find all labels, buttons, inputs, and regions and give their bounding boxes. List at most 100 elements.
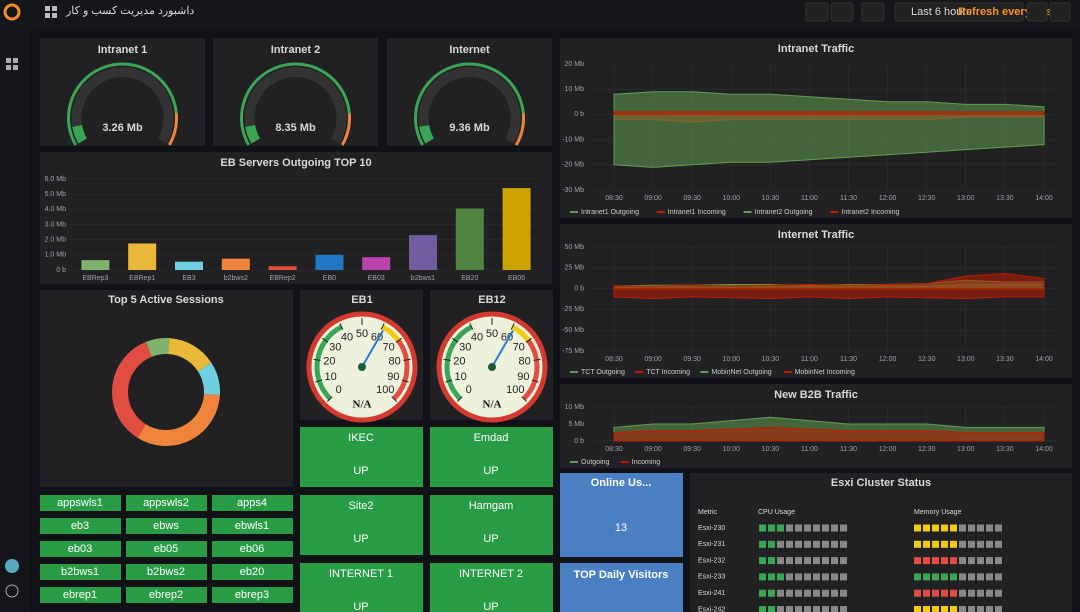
share-button[interactable] — [830, 2, 854, 22]
star-button[interactable] — [805, 2, 829, 22]
host-status — [212, 541, 293, 557]
dial-tick — [525, 337, 532, 343]
host-name: ebrep3 — [235, 589, 269, 601]
y-tick-label: 0 b — [574, 285, 584, 292]
x-tick-label: 13:00 — [957, 356, 975, 363]
user-avatar[interactable] — [5, 559, 19, 573]
status-panel — [300, 495, 423, 555]
dial-band — [391, 339, 410, 401]
panel — [560, 224, 1072, 378]
x-tick-label: EBRep3 — [82, 275, 108, 282]
y-tick-label: -30 Mb — [562, 187, 584, 194]
memory-cell — [923, 589, 930, 597]
y-tick-label: 0 b — [574, 111, 584, 118]
dial-tick — [339, 323, 344, 330]
dial-tick-label: 0 — [466, 384, 472, 396]
dial-tick-label: 50 — [486, 328, 498, 340]
bar — [221, 258, 250, 270]
panel-title: New B2B Traffic — [774, 389, 858, 401]
dial-tick — [395, 337, 402, 343]
legend-label[interactable]: MobinNet Outgoing — [711, 369, 771, 376]
x-tick-label: 10:00 — [723, 356, 741, 363]
gauge-threshold — [167, 113, 178, 146]
cpu-cell — [759, 606, 766, 612]
legend-label[interactable]: Intranet2 Outgoing — [755, 209, 813, 216]
cpu-cell — [786, 557, 793, 565]
memory-cell — [950, 540, 957, 548]
panel — [213, 38, 378, 146]
cpu-cell — [777, 524, 784, 532]
memory-cell — [932, 557, 939, 565]
time-picker[interactable] — [894, 2, 1024, 22]
status-panel — [430, 427, 553, 487]
grid-icon[interactable] — [45, 6, 57, 18]
status-value: UP — [353, 533, 368, 545]
host-name: appswls1 — [57, 497, 103, 509]
cpu-cell — [840, 589, 847, 597]
sidebar — [0, 0, 30, 612]
help-icon[interactable] — [5, 584, 19, 598]
cpu-cell — [786, 606, 793, 612]
memory-cell — [959, 589, 966, 597]
y-tick-label: 6.0 Mb — [45, 176, 67, 183]
logo[interactable] — [3, 3, 21, 21]
cpu-cell — [822, 573, 829, 581]
legend-label[interactable]: Outgoing — [581, 459, 610, 466]
tv-button[interactable] — [861, 2, 885, 22]
cpu-cell — [768, 557, 775, 565]
host-status — [212, 564, 293, 580]
dashboard-title[interactable]: داشبورد مدیریت کسب و کار — [65, 5, 194, 17]
legend-label[interactable]: Intranet1 Incoming — [668, 209, 726, 216]
gauge-fill — [245, 124, 261, 144]
cpu-cell — [813, 606, 820, 612]
gauge-threshold — [340, 113, 351, 146]
legend-label[interactable]: Incoming — [632, 459, 661, 466]
legend-label[interactable]: TCT Outgoing — [581, 369, 625, 376]
area — [613, 288, 1045, 300]
refresh-button[interactable] — [1049, 2, 1071, 22]
status-name: INTERNET 1 — [329, 568, 393, 580]
memory-cell — [914, 540, 921, 548]
dial-tick-label: 90 — [387, 371, 399, 383]
memory-cell — [977, 557, 984, 565]
x-tick-label: EBRep2 — [270, 275, 296, 282]
x-tick-label: 11:00 — [801, 356, 818, 363]
memory-cell — [977, 589, 984, 597]
status-panel — [430, 495, 553, 555]
panel-title: EB12 — [478, 294, 506, 306]
host-name: eb3 — [71, 520, 89, 532]
memory-cell — [932, 606, 939, 612]
panel — [40, 38, 205, 146]
dial-needle — [361, 330, 384, 368]
legend-label[interactable]: MobinNet Incoming — [795, 369, 855, 376]
area — [613, 111, 1045, 115]
cpu-cell — [822, 540, 829, 548]
memory-cell — [995, 589, 1002, 597]
legend-label[interactable]: TCT Incoming — [646, 369, 690, 376]
x-tick-label: 13:30 — [996, 446, 1014, 453]
cpu-cell — [822, 524, 829, 532]
row-name: Esxi-232 — [698, 557, 725, 564]
cpu-cell — [822, 557, 829, 565]
dashboards-icon[interactable] — [6, 58, 18, 70]
search-button[interactable] — [1026, 2, 1048, 22]
x-tick-label: EB06 — [508, 275, 525, 282]
legend-label[interactable]: Intranet1 Outgoing — [581, 209, 639, 216]
memory-cell — [968, 524, 975, 532]
column-header: Metric — [698, 509, 718, 516]
dial-tick — [531, 379, 539, 383]
cpu-cell — [786, 573, 793, 581]
dial-tick-label: 20 — [453, 356, 465, 368]
dial-tick — [533, 358, 541, 361]
y-tick-label: 1.0 Mb — [45, 252, 67, 259]
y-tick-label: -20 Mb — [562, 162, 584, 169]
memory-cell — [986, 573, 993, 581]
legend-label[interactable]: Intranet2 Incoming — [841, 209, 899, 216]
panel-title: Esxi Cluster Status — [831, 477, 931, 489]
host-status — [40, 495, 121, 511]
cpu-cell — [759, 557, 766, 565]
cpu-cell — [777, 589, 784, 597]
panel-title: Intranet 1 — [98, 44, 148, 56]
x-tick-label: 11:30 — [840, 446, 857, 453]
panel — [40, 290, 293, 487]
